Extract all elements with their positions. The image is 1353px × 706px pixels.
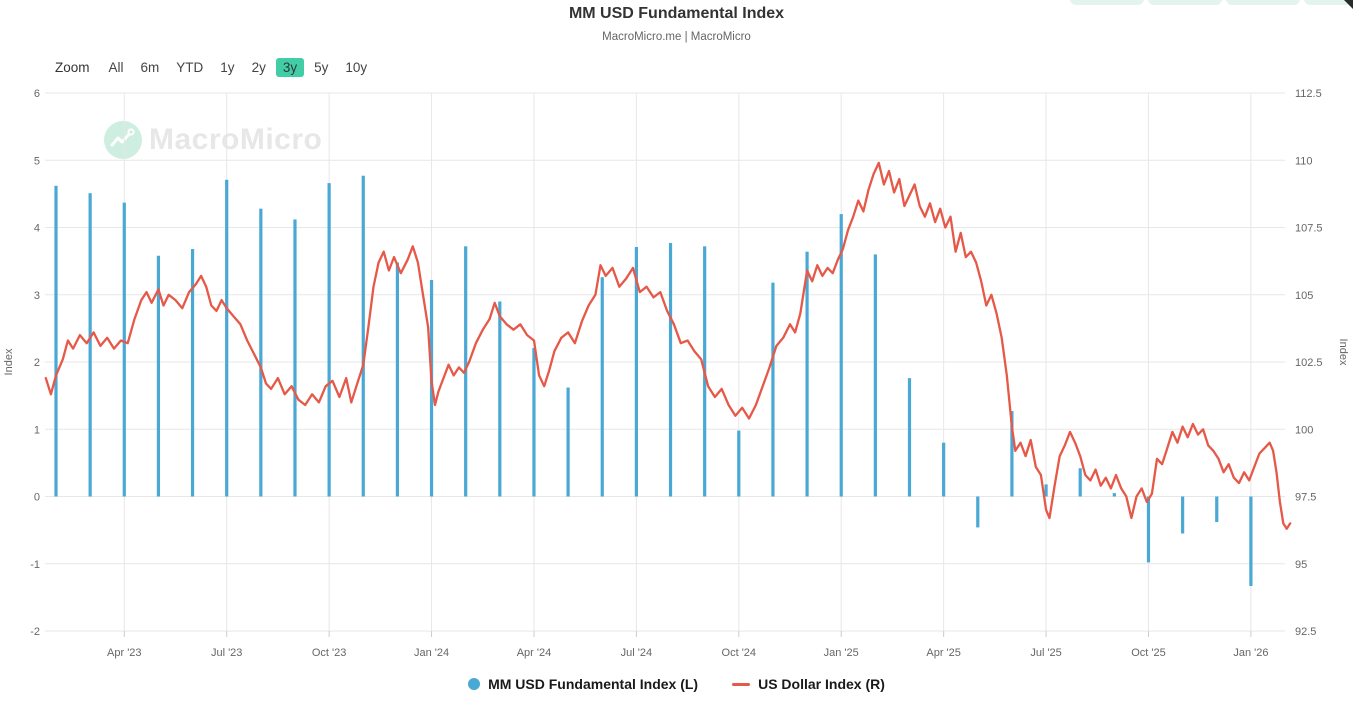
left-axis-tick-label: -1 — [30, 559, 40, 571]
legend-item-us-dollar-index[interactable]: US Dollar Index (R) — [732, 676, 885, 692]
x-axis-tick-label: Oct '25 — [1131, 647, 1166, 659]
range-button-all[interactable]: All — [108, 60, 124, 75]
left-axis-tick-label: 0 — [34, 492, 40, 504]
right-axis-tick-label: 112.5 — [1295, 88, 1322, 100]
range-button-3y[interactable]: 3y — [275, 58, 305, 77]
right-axis-title: Index — [1337, 339, 1349, 366]
right-axis-tick-label: 105 — [1295, 290, 1313, 302]
left-axis-tick-label: 3 — [34, 290, 40, 302]
fundamental-index-bar — [1181, 496, 1185, 534]
x-axis-tick-label: Jul '23 — [211, 647, 242, 659]
fundamental-index-bar — [634, 247, 638, 497]
fundamental-index-bar — [737, 430, 741, 497]
fundamental-index-bar — [122, 202, 126, 497]
left-axis-tick-label: 5 — [34, 155, 40, 167]
fundamental-index-bar — [1010, 411, 1014, 497]
fundamental-index-bar — [566, 387, 570, 497]
fundamental-index-bar — [327, 183, 331, 497]
toolbar-chip-4[interactable] — [1304, 0, 1353, 5]
page-title: MM USD Fundamental Index — [568, 5, 785, 22]
left-axis-tick-label: 1 — [34, 424, 40, 436]
legend-label-fundamental: MM USD Fundamental Index (L) — [488, 676, 699, 692]
range-button-6m[interactable]: 6m — [140, 60, 160, 75]
fundamental-index-bar — [976, 496, 980, 528]
fundamental-index-bar — [1044, 484, 1048, 497]
fundamental-index-bar — [361, 175, 365, 497]
fundamental-index-bar — [225, 179, 229, 497]
right-axis-tick-label: 107.5 — [1295, 223, 1323, 235]
right-axis-tick-label: 92.5 — [1295, 626, 1316, 638]
x-axis-tick-label: Apr '23 — [107, 647, 142, 659]
right-axis-tick-label: 102.5 — [1295, 357, 1323, 369]
watermark-text: MacroMicro — [149, 123, 323, 156]
window-corner-artifact — [1344, 0, 1353, 9]
right-axis-tick-label: 110 — [1295, 155, 1313, 167]
x-axis-tick-label: Oct '23 — [312, 647, 347, 659]
x-axis-tick-label: Apr '24 — [517, 647, 552, 659]
legend-label-dxy: US Dollar Index (R) — [758, 676, 885, 692]
fundamental-index-bar — [907, 378, 912, 497]
x-axis-tick-label: Oct '24 — [722, 647, 757, 659]
fundamental-index-bar — [771, 282, 775, 497]
fundamental-index-bar — [156, 255, 161, 497]
fundamental-index-bar — [942, 442, 946, 497]
range-button-10y[interactable]: 10y — [345, 60, 368, 75]
legend-line-marker-icon — [732, 682, 751, 686]
left-axis-title: Index — [3, 348, 15, 375]
right-axis-tick-label: 95 — [1295, 559, 1307, 571]
x-axis-tick-label: Jan '24 — [414, 647, 449, 659]
legend-circle-marker-icon — [468, 678, 481, 690]
us-dollar-index-line — [44, 161, 1292, 530]
left-axis-tick-label: 2 — [34, 357, 40, 369]
macromicro-logo-icon — [104, 121, 142, 159]
fundamental-index-bar — [1078, 468, 1082, 497]
fundamental-index-bar — [805, 251, 809, 497]
x-axis-tick-label: Jul '25 — [1030, 647, 1061, 659]
fundamental-index-bar — [88, 193, 92, 497]
fundamental-index-bar — [668, 242, 673, 497]
x-axis-tick-label: Apr '25 — [926, 647, 961, 659]
right-axis-tick-label: 100 — [1295, 424, 1313, 436]
range-button-1y[interactable]: 1y — [220, 60, 235, 75]
range-toolbar: Zoom All 6m YTD 1y 2y 3y 5y 10y — [55, 58, 378, 77]
fundamental-index-bar — [1215, 496, 1219, 523]
legend-item-fundamental-index[interactable]: MM USD Fundamental Index (L) — [468, 676, 698, 692]
fundamental-index-bar — [1112, 493, 1116, 497]
fundamental-index-bar — [839, 214, 843, 497]
fundamental-index-bar — [498, 301, 502, 497]
x-axis-tick-label: Jan '26 — [1233, 647, 1268, 659]
left-axis-tick-label: 6 — [34, 88, 40, 100]
fundamental-index-bar — [532, 347, 536, 497]
fundamental-index-bar — [1249, 496, 1253, 586]
toolbar-chip-3[interactable] — [1226, 0, 1300, 5]
zoom-label: Zoom — [55, 60, 90, 75]
fundamental-index-bar — [395, 262, 399, 497]
left-axis-tick-label: 4 — [34, 223, 40, 235]
right-axis-tick-label: 97.5 — [1295, 492, 1316, 504]
page-subtitle: MacroMicro.me | MacroMicro — [602, 31, 751, 43]
fundamental-index-bar — [190, 249, 195, 497]
range-button-2y[interactable]: 2y — [251, 60, 266, 75]
left-axis-tick-label: -2 — [30, 626, 40, 638]
toolbar-chip-1[interactable] — [1070, 0, 1144, 5]
range-button-ytd[interactable]: YTD — [176, 60, 204, 75]
x-axis-tick-label: Jan '25 — [824, 647, 859, 659]
macromicro-watermark: MacroMicro — [104, 121, 322, 159]
fundamental-index-bar — [600, 277, 604, 497]
fundamental-index-bar — [873, 254, 877, 497]
fundamental-index-bar — [1146, 496, 1151, 563]
fundamental-index-bar — [54, 185, 58, 497]
range-buttons: All 6m YTD 1y 2y 3y 5y 10y — [102, 58, 378, 77]
fundamental-index-bar — [259, 208, 263, 497]
fundamental-index-bar — [293, 219, 297, 497]
x-axis-tick-label: Jul '24 — [621, 647, 652, 659]
legend: MM USD Fundamental Index (L) US Dollar I… — [0, 676, 1353, 692]
toolbar-chip-2[interactable] — [1148, 0, 1222, 5]
range-button-5y[interactable]: 5y — [314, 60, 329, 75]
